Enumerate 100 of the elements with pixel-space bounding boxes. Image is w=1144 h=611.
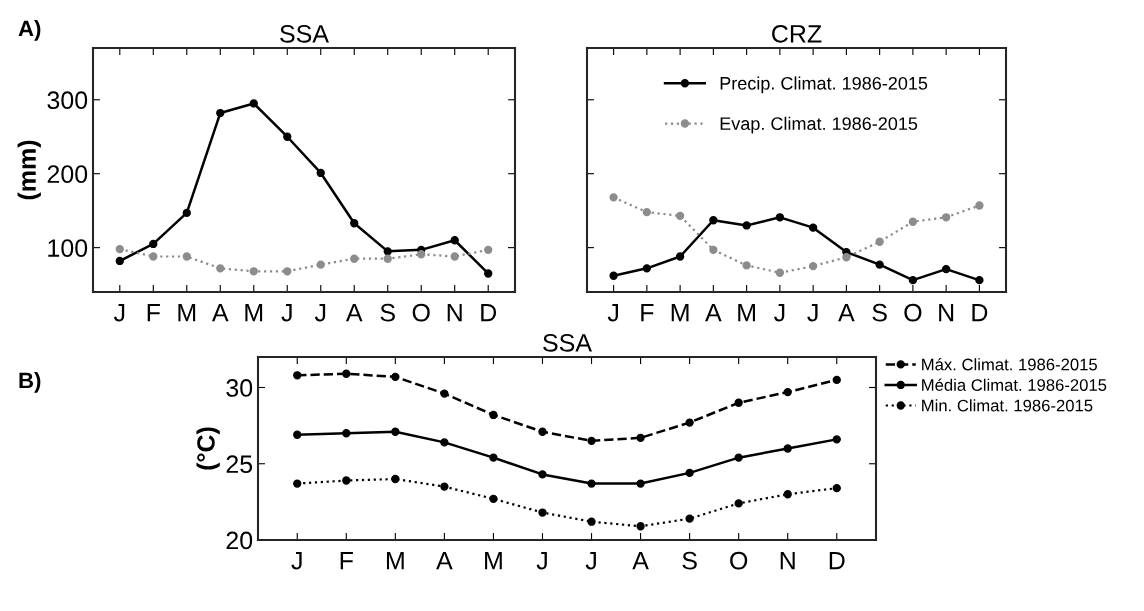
point bbox=[484, 269, 493, 278]
point bbox=[685, 418, 694, 427]
x-tick-label: M bbox=[245, 304, 263, 322]
point bbox=[636, 433, 645, 442]
point bbox=[675, 211, 685, 221]
x-tick-label: J bbox=[807, 304, 818, 322]
point bbox=[709, 245, 718, 255]
x-tick-label: O bbox=[730, 551, 748, 570]
x-tick-label: J bbox=[585, 552, 596, 570]
point bbox=[342, 369, 351, 378]
point bbox=[417, 250, 426, 259]
point bbox=[489, 494, 498, 503]
point bbox=[587, 517, 596, 526]
point bbox=[675, 252, 685, 261]
y-tick-label: 20 bbox=[226, 531, 253, 550]
point bbox=[283, 132, 292, 141]
x-tick-label: A bbox=[632, 552, 649, 570]
chart-title: CRZ bbox=[772, 24, 822, 43]
point bbox=[484, 245, 493, 255]
y-tick-label: 200 bbox=[47, 165, 88, 183]
point bbox=[685, 468, 694, 478]
x-tick-label: M bbox=[485, 552, 502, 570]
point bbox=[642, 207, 652, 217]
point bbox=[832, 375, 841, 385]
point bbox=[734, 499, 743, 508]
point bbox=[742, 261, 751, 270]
chart-title: SSA bbox=[543, 333, 592, 352]
x-tick-label: F bbox=[147, 304, 160, 322]
point bbox=[350, 219, 359, 228]
y-tick-label: 30 bbox=[226, 379, 253, 397]
x-tick-label: N bbox=[780, 552, 795, 570]
point bbox=[115, 256, 124, 266]
point bbox=[975, 201, 984, 210]
legend-label: Média Climat. 1986-2015 bbox=[922, 378, 1107, 391]
point bbox=[283, 267, 292, 276]
point bbox=[538, 508, 547, 517]
legend-label: Precip. Climat. 1986-2015 bbox=[720, 76, 928, 94]
point bbox=[450, 236, 459, 245]
point bbox=[609, 193, 618, 202]
point bbox=[489, 453, 498, 462]
point bbox=[783, 490, 792, 499]
text: B) bbox=[19, 372, 41, 393]
x-tick-label: J bbox=[314, 304, 326, 322]
point bbox=[685, 514, 694, 523]
point bbox=[440, 438, 449, 447]
chart-title: SSA bbox=[280, 24, 329, 43]
point bbox=[216, 264, 225, 273]
point bbox=[149, 239, 158, 249]
point bbox=[316, 260, 325, 269]
point bbox=[742, 221, 751, 230]
point bbox=[842, 253, 851, 262]
x-tick-label: N bbox=[447, 304, 462, 322]
point bbox=[391, 474, 400, 484]
point bbox=[832, 483, 841, 493]
text: A) bbox=[18, 20, 41, 41]
point bbox=[293, 371, 302, 380]
point bbox=[342, 476, 351, 485]
point bbox=[783, 387, 792, 397]
point bbox=[636, 479, 645, 488]
x-tick-label: A bbox=[838, 304, 855, 322]
point bbox=[383, 254, 392, 263]
point bbox=[293, 479, 302, 488]
point bbox=[249, 267, 258, 276]
x-tick-label: M bbox=[738, 304, 755, 322]
point bbox=[875, 260, 884, 269]
point bbox=[775, 213, 785, 222]
point bbox=[875, 237, 884, 246]
x-tick-label: J bbox=[607, 304, 618, 322]
x-tick-label: F bbox=[641, 304, 654, 322]
point bbox=[350, 254, 359, 263]
y-tick-label: 300 bbox=[47, 91, 88, 110]
x-tick-label: A bbox=[705, 304, 722, 322]
x-tick-label: J bbox=[536, 552, 547, 570]
x-tick-label: A bbox=[436, 552, 453, 570]
point bbox=[391, 372, 400, 381]
x-tick-label: M bbox=[671, 304, 689, 322]
point bbox=[115, 244, 124, 254]
point bbox=[808, 223, 818, 232]
point bbox=[832, 435, 841, 444]
point bbox=[941, 264, 951, 274]
x-tick-label: N bbox=[939, 304, 954, 322]
point bbox=[342, 429, 351, 438]
x-tick-label: O bbox=[412, 303, 430, 322]
x-tick-label: M bbox=[178, 304, 196, 322]
legend-label: Min. Climat. 1986-2015 bbox=[922, 399, 1093, 412]
point bbox=[808, 261, 818, 271]
x-tick-label: M bbox=[386, 552, 404, 570]
y-axis-title: (mm) bbox=[17, 140, 41, 200]
y-tick-label: 100 bbox=[48, 239, 88, 257]
x-tick-label: J bbox=[113, 304, 125, 322]
x-tick-label: S bbox=[872, 303, 887, 322]
point bbox=[249, 99, 258, 108]
x-tick-label: J bbox=[281, 304, 292, 322]
point bbox=[734, 398, 743, 407]
x-tick-label: A bbox=[211, 304, 229, 322]
point bbox=[538, 470, 547, 479]
x-tick-label: S bbox=[682, 551, 697, 570]
x-tick-label: J bbox=[291, 552, 302, 570]
x-tick-label: J bbox=[774, 304, 785, 322]
x-tick-label: S bbox=[380, 303, 395, 322]
